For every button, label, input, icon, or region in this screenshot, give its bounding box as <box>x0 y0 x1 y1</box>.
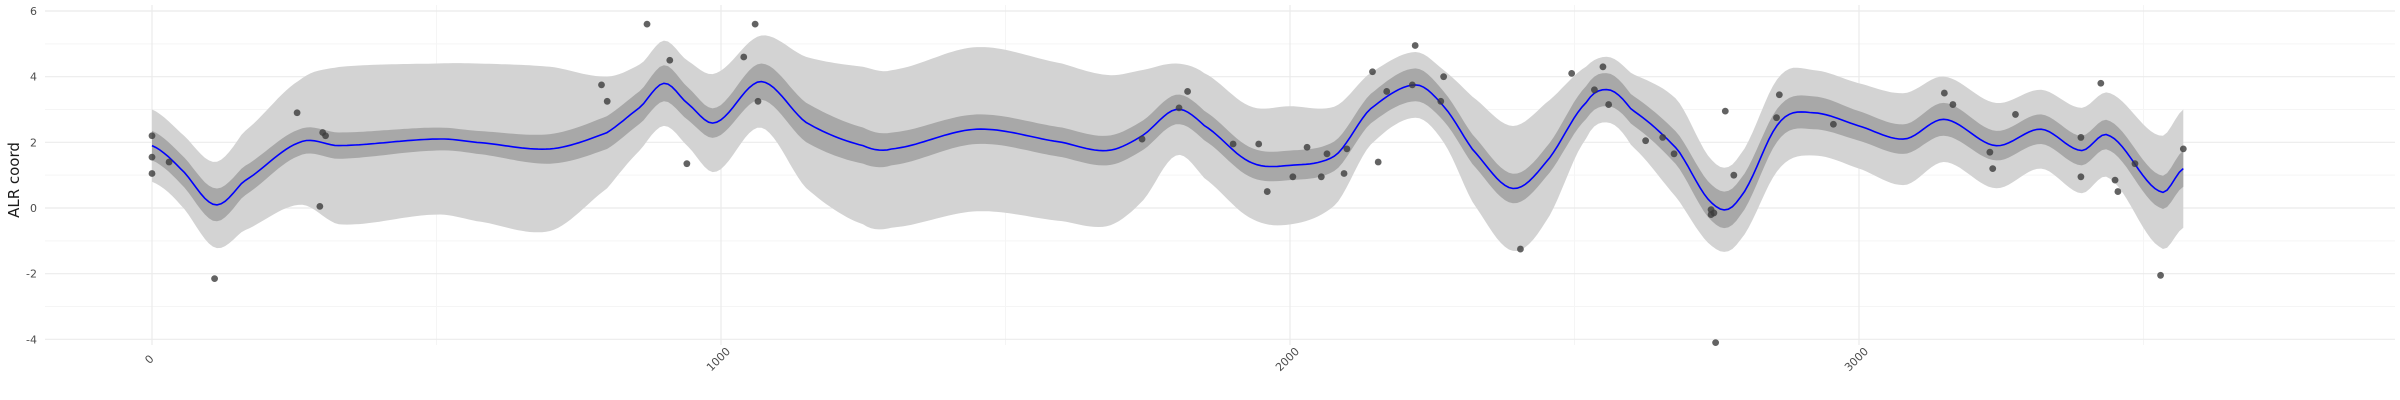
data-point <box>1989 165 1997 173</box>
data-point <box>1317 173 1325 181</box>
data-point <box>1289 173 1297 181</box>
data-point <box>683 160 691 168</box>
data-point <box>1229 140 1237 148</box>
data-point <box>1383 88 1391 95</box>
data-point <box>2097 79 2105 87</box>
y-tick-label: 2 <box>30 136 37 149</box>
data-point <box>1599 63 1607 71</box>
data-point <box>1670 150 1678 158</box>
y-tick-label: 4 <box>30 71 37 84</box>
y-tick-label: -4 <box>26 333 37 346</box>
data-point <box>2111 176 2119 184</box>
data-point <box>1175 104 1183 112</box>
smooth-line-layer <box>151 80 2184 211</box>
data-point <box>751 20 759 28</box>
y-tick-label: 0 <box>30 202 37 215</box>
data-point <box>1775 91 1783 99</box>
smooth-fit-line <box>151 80 2184 211</box>
data-point <box>1773 114 1780 122</box>
data-point <box>1408 81 1416 89</box>
data-point <box>1710 209 1718 217</box>
data-point <box>1730 171 1738 179</box>
data-point <box>666 56 674 64</box>
data-point <box>643 20 651 28</box>
data-point <box>148 132 156 140</box>
grid-major <box>45 5 2395 345</box>
data-point <box>2179 145 2187 153</box>
data-point <box>1829 120 1837 128</box>
data-point <box>1568 69 1576 77</box>
data-point <box>1369 68 1376 76</box>
inner-confidence-band <box>152 63 2184 229</box>
data-point <box>1138 135 1146 143</box>
data-point <box>1374 158 1382 166</box>
data-point <box>2157 271 2164 279</box>
data-point <box>740 53 748 61</box>
data-point <box>1659 134 1667 141</box>
data-point <box>2131 160 2139 168</box>
data-point <box>2077 134 2085 141</box>
data-point <box>598 81 605 89</box>
data-point <box>1440 73 1448 81</box>
data-points <box>148 20 2187 347</box>
y-tick-labels: -4 -2 0 2 4 6 <box>26 5 37 346</box>
data-point <box>2114 188 2122 195</box>
data-point <box>316 202 324 210</box>
data-point <box>1323 150 1331 158</box>
data-point <box>1255 140 1263 148</box>
data-point <box>1721 107 1729 115</box>
data-point <box>293 109 301 117</box>
data-point <box>1605 101 1613 108</box>
y-tick-label: 6 <box>30 5 37 18</box>
data-point <box>1986 148 1994 156</box>
data-point <box>1591 86 1598 94</box>
data-point <box>1949 101 1957 108</box>
confidence-bands <box>152 35 2184 252</box>
y-tick-label: -2 <box>26 268 37 281</box>
data-point <box>1184 88 1191 95</box>
data-point <box>1411 42 1419 49</box>
data-point <box>148 153 156 161</box>
data-point <box>1642 137 1650 145</box>
data-point <box>1517 245 1524 253</box>
data-point <box>322 132 329 140</box>
data-point <box>1712 339 1720 347</box>
data-point <box>2012 111 2019 118</box>
data-point <box>1437 97 1445 105</box>
y-axis-title: ALR coord <box>5 142 23 218</box>
data-point <box>754 97 762 105</box>
data-point <box>1343 145 1351 153</box>
data-point <box>148 170 156 177</box>
data-point <box>1940 89 1948 97</box>
data-point <box>165 158 173 166</box>
data-point <box>1303 143 1311 151</box>
data-point <box>1263 188 1271 195</box>
data-point <box>211 275 218 282</box>
data-point <box>603 97 611 105</box>
data-point <box>2077 173 2085 181</box>
data-point <box>1340 170 1348 177</box>
